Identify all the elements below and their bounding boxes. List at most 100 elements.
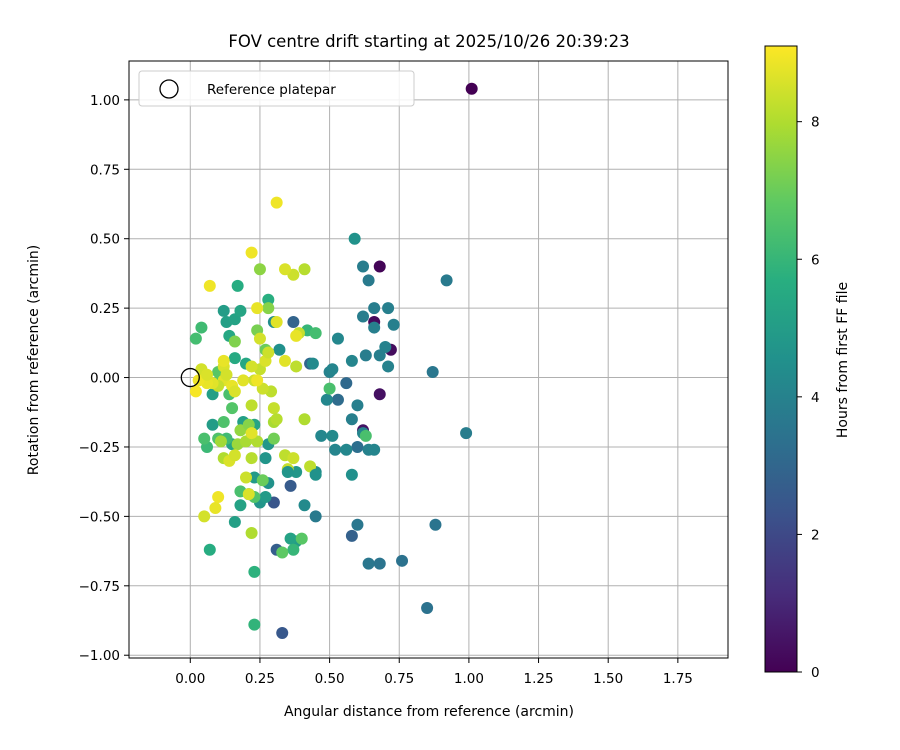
data-point (373, 557, 386, 570)
data-point (248, 618, 261, 631)
data-point (284, 479, 297, 492)
data-point (387, 318, 400, 331)
data-point (373, 260, 386, 273)
data-point (368, 443, 381, 456)
data-point (320, 393, 333, 406)
data-point (198, 510, 211, 523)
data-point (329, 443, 342, 456)
data-point (368, 302, 381, 315)
data-point (323, 382, 336, 395)
data-point (345, 468, 358, 481)
x-axis-ticks: 0.00 0.25 0.50 0.75 1.00 1.25 1.50 1.75 (175, 658, 693, 687)
data-point (345, 529, 358, 542)
data-point (228, 385, 241, 398)
data-point (284, 532, 297, 545)
colorbar-tick-label: 6 (811, 252, 820, 268)
data-point (326, 429, 339, 442)
x-tick-label: 1.00 (454, 671, 484, 687)
legend: Reference platepar (138, 70, 415, 107)
y-tick-label: 0.75 (90, 162, 120, 178)
y-tick-label: 0.00 (90, 371, 120, 387)
data-point (198, 432, 211, 445)
data-point (429, 518, 442, 531)
data-point (309, 468, 322, 481)
data-point (306, 357, 319, 370)
data-point (359, 429, 372, 442)
y-axis-ticks: −1.00 −0.75 −0.50 −0.25 0.00 0.25 0.50 0.75 1.00 (79, 93, 129, 664)
data-point (373, 388, 386, 401)
data-point (460, 427, 473, 440)
data-point (348, 232, 361, 245)
data-point (298, 413, 311, 426)
data-point (276, 546, 289, 559)
data-point (228, 352, 241, 365)
data-point (426, 365, 439, 378)
data-point (256, 474, 269, 487)
data-point (309, 327, 322, 340)
data-point (362, 557, 375, 570)
data-point (270, 316, 283, 329)
data-point (290, 360, 303, 373)
data-point (357, 260, 370, 273)
x-axis-label: Angular distance from reference (arcmin) (284, 704, 574, 720)
data-point (203, 279, 216, 292)
data-point (245, 427, 258, 440)
plot-area-frame (128, 60, 729, 659)
data-point (262, 293, 275, 306)
legend-reference-label: Reference platepar (207, 82, 336, 98)
data-point (309, 510, 322, 523)
data-point (279, 263, 292, 276)
data-point (217, 304, 230, 317)
colorbar: 0 2 4 6 8 Hours from first FF file (764, 45, 851, 681)
data-point (251, 302, 264, 315)
data-point (234, 499, 247, 512)
data-point (206, 418, 219, 431)
data-point (245, 452, 258, 465)
data-point (396, 554, 409, 567)
data-point (298, 499, 311, 512)
x-tick-label: 0.50 (315, 671, 345, 687)
y-tick-label: −1.00 (79, 648, 120, 664)
data-point (362, 274, 375, 287)
data-point (287, 543, 300, 556)
data-point (331, 332, 344, 345)
data-point (279, 354, 292, 367)
data-point (373, 349, 386, 362)
data-point (262, 302, 275, 315)
data-point (298, 263, 311, 276)
data-point (228, 449, 241, 462)
data-point (276, 627, 289, 640)
data-point (220, 368, 233, 381)
data-point (234, 304, 247, 317)
data-point (217, 415, 230, 428)
data-point (340, 377, 353, 390)
data-point (245, 399, 258, 412)
data-point (287, 316, 300, 329)
y-tick-label: −0.75 (79, 579, 120, 595)
data-point (270, 196, 283, 209)
y-tick-label: 0.25 (90, 301, 120, 317)
data-point (248, 565, 261, 578)
colorbar-tick-label: 8 (811, 115, 820, 131)
data-point (345, 413, 358, 426)
data-point (209, 502, 222, 515)
colorbar-tick-label: 0 (811, 665, 820, 681)
data-point (273, 343, 286, 356)
data-point (270, 413, 283, 426)
data-point (368, 321, 381, 334)
data-point (245, 246, 258, 259)
data-point (212, 490, 225, 503)
data-point (267, 402, 280, 415)
x-tick-label: 1.75 (663, 671, 693, 687)
data-point (203, 543, 216, 556)
data-point (440, 274, 453, 287)
data-point (421, 602, 434, 615)
data-point (228, 515, 241, 528)
x-tick-label: 0.25 (245, 671, 275, 687)
data-point (214, 435, 227, 448)
data-point (290, 329, 303, 342)
y-axis-label: Rotation from reference (arcmin) (26, 245, 42, 475)
data-point (201, 368, 214, 381)
data-point (351, 518, 364, 531)
data-point (295, 532, 308, 545)
